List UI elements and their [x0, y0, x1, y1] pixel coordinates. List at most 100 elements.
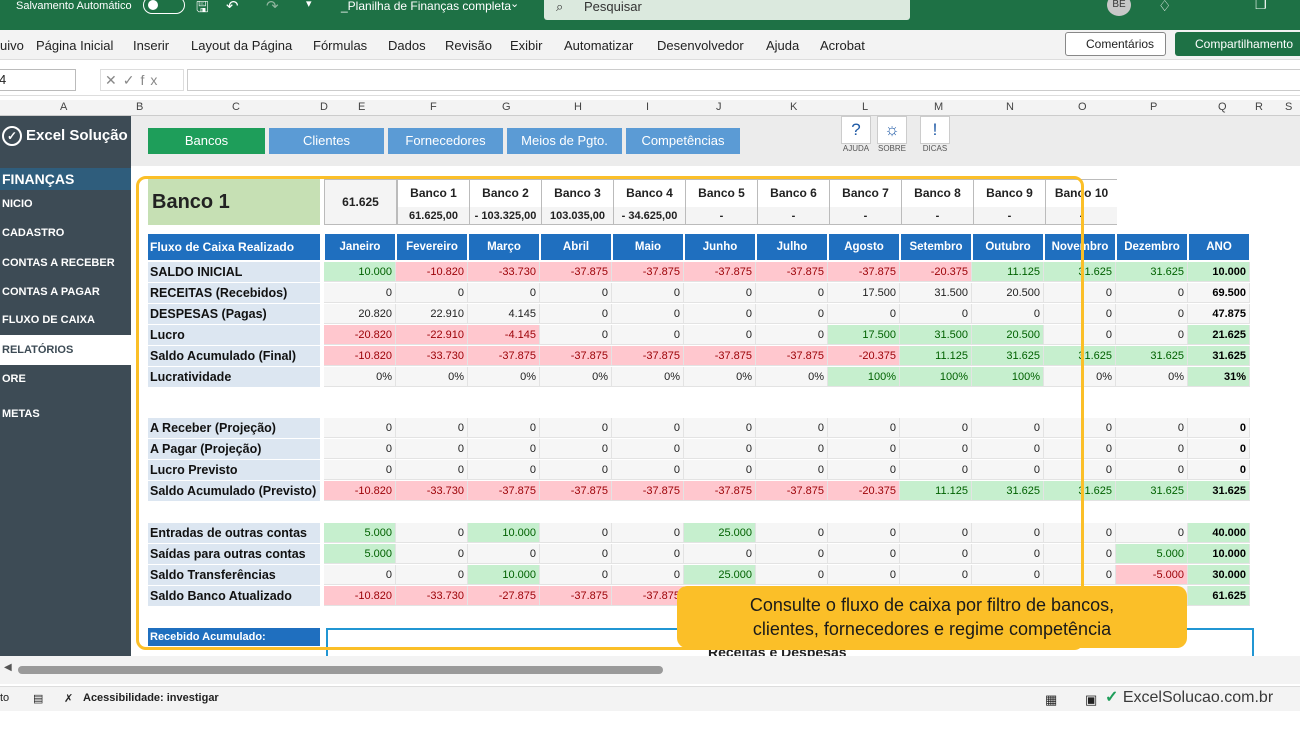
- table-cell[interactable]: -37.875: [540, 481, 612, 501]
- table-cell[interactable]: 0: [540, 565, 612, 585]
- table-cell[interactable]: 0: [396, 565, 468, 585]
- column-header[interactable]: K: [790, 101, 798, 113]
- column-header[interactable]: F: [430, 101, 437, 113]
- table-cell[interactable]: 0: [612, 460, 684, 480]
- competencias-button[interactable]: Competências: [626, 128, 740, 154]
- table-cell[interactable]: 0: [756, 325, 828, 345]
- table-cell[interactable]: 10.000: [1188, 262, 1250, 282]
- table-cell[interactable]: 0: [900, 304, 972, 324]
- table-cell[interactable]: 0: [1044, 439, 1116, 459]
- table-cell[interactable]: -37.875: [756, 262, 828, 282]
- table-cell[interactable]: 0: [1044, 283, 1116, 303]
- table-cell[interactable]: 0: [756, 304, 828, 324]
- column-header[interactable]: E: [358, 101, 366, 113]
- table-cell[interactable]: 0: [684, 325, 756, 345]
- save-icon[interactable]: 🖫: [196, 0, 209, 16]
- table-cell[interactable]: 31.625: [1116, 481, 1188, 501]
- table-cell[interactable]: 0: [900, 460, 972, 480]
- column-header[interactable]: D: [320, 101, 328, 113]
- column-header[interactable]: J: [716, 101, 722, 113]
- table-cell[interactable]: 25.000: [684, 565, 756, 585]
- tab-automatizar[interactable]: Automatizar: [564, 38, 634, 53]
- table-cell[interactable]: -37.875: [612, 262, 684, 282]
- table-cell[interactable]: 0: [756, 565, 828, 585]
- table-cell[interactable]: 30.000: [1188, 565, 1250, 585]
- table-cell[interactable]: -10.820: [324, 346, 396, 366]
- table-cell[interactable]: 0: [396, 523, 468, 543]
- table-cell[interactable]: 0: [828, 523, 900, 543]
- table-cell[interactable]: 10.000: [468, 523, 540, 543]
- table-cell[interactable]: 0: [396, 283, 468, 303]
- tab-exibir[interactable]: Exibir: [510, 38, 543, 53]
- table-cell[interactable]: 5.000: [324, 523, 396, 543]
- table-cell[interactable]: -37.875: [540, 346, 612, 366]
- table-cell[interactable]: 0: [1116, 418, 1188, 438]
- file-name[interactable]: _Planilha de Finanças completa: [341, 0, 512, 13]
- column-header[interactable]: N: [1006, 101, 1014, 113]
- table-cell[interactable]: 0: [612, 523, 684, 543]
- table-cell[interactable]: 0: [756, 523, 828, 543]
- column-header[interactable]: B: [136, 101, 144, 113]
- table-cell[interactable]: -37.875: [468, 481, 540, 501]
- name-box[interactable]: 4: [0, 69, 76, 91]
- table-cell[interactable]: 31.625: [972, 481, 1044, 501]
- table-cell[interactable]: 0: [900, 439, 972, 459]
- column-header[interactable]: R: [1255, 101, 1263, 113]
- table-cell[interactable]: 0: [396, 460, 468, 480]
- table-cell[interactable]: 5.000: [1116, 544, 1188, 564]
- table-cell[interactable]: 31.500: [900, 283, 972, 303]
- table-cell[interactable]: 0: [828, 439, 900, 459]
- table-cell[interactable]: 0: [1116, 325, 1188, 345]
- table-cell[interactable]: 40.000: [1188, 523, 1250, 543]
- table-cell[interactable]: 0: [900, 523, 972, 543]
- table-cell[interactable]: 0: [972, 565, 1044, 585]
- table-cell[interactable]: -37.875: [756, 346, 828, 366]
- customize-toolbar-icon[interactable]: ▾: [306, 0, 312, 10]
- table-cell[interactable]: 0: [324, 418, 396, 438]
- table-cell[interactable]: 0: [1044, 304, 1116, 324]
- table-cell[interactable]: 0: [828, 565, 900, 585]
- table-cell[interactable]: -10.820: [324, 481, 396, 501]
- table-cell[interactable]: 31.625: [1188, 346, 1250, 366]
- table-cell[interactable]: 61.625: [1188, 586, 1250, 606]
- table-cell[interactable]: 31.500: [900, 325, 972, 345]
- table-cell[interactable]: 0: [1044, 565, 1116, 585]
- table-cell[interactable]: 0: [756, 418, 828, 438]
- page-layout-icon[interactable]: ▣: [1085, 692, 1098, 707]
- table-cell[interactable]: -37.875: [612, 586, 684, 606]
- column-header[interactable]: M: [934, 101, 944, 113]
- sidebar-item-cadastro[interactable]: CADASTRO: [2, 227, 65, 239]
- tab-formulas[interactable]: Fórmulas: [313, 38, 368, 53]
- tab-ajuda[interactable]: Ajuda: [766, 38, 800, 53]
- table-cell[interactable]: -20.375: [900, 262, 972, 282]
- table-cell[interactable]: 0: [828, 304, 900, 324]
- table-cell[interactable]: 0: [900, 418, 972, 438]
- table-cell[interactable]: -10.820: [396, 262, 468, 282]
- table-cell[interactable]: 20.500: [972, 283, 1044, 303]
- table-cell[interactable]: -5.000: [1116, 565, 1188, 585]
- column-header[interactable]: Q: [1218, 101, 1227, 113]
- tab-desenvolvedor[interactable]: Desenvolvedor: [657, 38, 744, 53]
- share-button[interactable]: Compartilhamento: [1175, 32, 1300, 56]
- table-cell[interactable]: 0: [1116, 439, 1188, 459]
- table-cell[interactable]: 0: [1044, 325, 1116, 345]
- table-cell[interactable]: 0: [972, 460, 1044, 480]
- table-cell[interactable]: 17.500: [828, 325, 900, 345]
- tab-inserir[interactable]: Inserir: [133, 38, 170, 53]
- table-cell[interactable]: -37.875: [540, 586, 612, 606]
- meios-pgto-button[interactable]: Meios de Pgto.: [507, 128, 622, 154]
- table-cell[interactable]: 0: [612, 325, 684, 345]
- table-cell[interactable]: 0: [324, 460, 396, 480]
- table-cell[interactable]: 17.500: [828, 283, 900, 303]
- sidebar-item-contas-pagar[interactable]: CONTAS A PAGAR: [2, 286, 100, 298]
- lightbulb-icon[interactable]: ♢: [1158, 0, 1172, 15]
- table-cell[interactable]: -37.875: [828, 262, 900, 282]
- table-cell[interactable]: 0: [612, 544, 684, 564]
- table-cell[interactable]: 0: [540, 544, 612, 564]
- table-cell[interactable]: 0: [1116, 523, 1188, 543]
- table-cell[interactable]: 0: [324, 565, 396, 585]
- avatar[interactable]: BE: [1107, 0, 1131, 16]
- table-cell[interactable]: 31.625: [972, 346, 1044, 366]
- table-cell[interactable]: 0: [1116, 304, 1188, 324]
- table-cell[interactable]: -10.820: [324, 586, 396, 606]
